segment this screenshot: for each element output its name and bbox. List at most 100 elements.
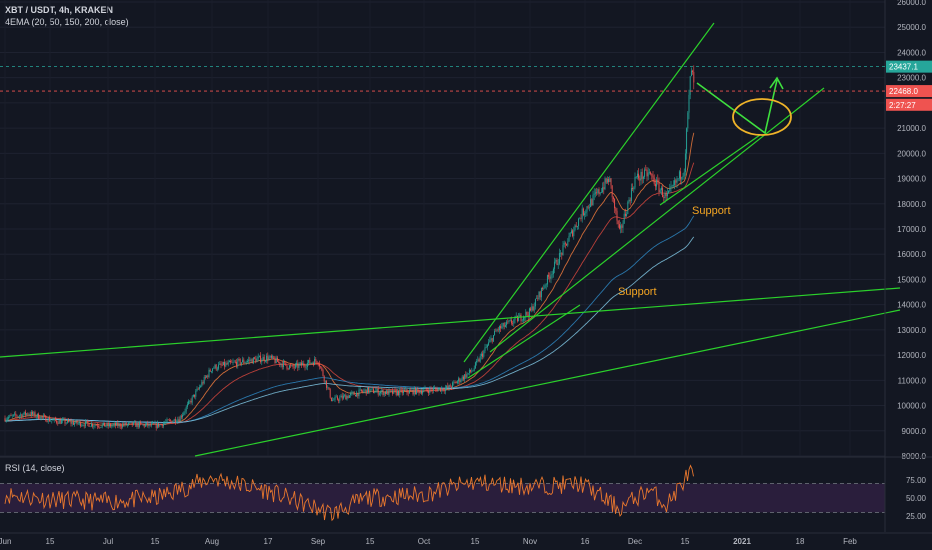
x-tick-label: 17: [264, 537, 273, 546]
candle-body: [155, 423, 157, 428]
candle-body: [300, 362, 302, 366]
candle-body: [585, 211, 587, 214]
candle-body: [209, 369, 211, 372]
candle-body: [17, 416, 19, 417]
candle-body: [98, 426, 100, 428]
support-label: Support: [692, 205, 731, 217]
candle-body: [218, 364, 220, 369]
candle-body: [114, 423, 116, 426]
rsi-line: [4, 464, 694, 522]
support-trendline: [489, 87, 825, 353]
candle-body: [310, 362, 312, 364]
candle-body: [450, 387, 452, 388]
candle-body: [545, 284, 547, 286]
candle-body: [527, 314, 529, 317]
x-tick-label: 18: [796, 537, 805, 546]
candle-body: [299, 362, 301, 365]
y-tick-label: 24000.0: [897, 48, 926, 57]
candle-body: [24, 411, 26, 415]
candle-body: [369, 389, 371, 393]
chart-symbol-title: XBT / USDT, 4h, KRAKEN: [5, 5, 114, 15]
candle-body: [617, 220, 619, 225]
rsi-panel: 75.00 50.00 25.00: [4, 464, 927, 522]
candle-body: [519, 314, 521, 317]
candle-body: [248, 359, 250, 361]
x-tick-label: Nov: [523, 537, 537, 546]
candle-body: [413, 388, 415, 395]
candle-body: [494, 330, 496, 336]
candle-body: [18, 415, 20, 417]
price-axis[interactable]: 8000.09000.010000.011000.012000.013000.0…: [0, 0, 932, 534]
candle-body: [492, 335, 494, 342]
x-tick-label: 15: [366, 537, 375, 546]
candle-body: [401, 389, 403, 394]
candle-body: [572, 230, 574, 237]
candle-body: [638, 173, 640, 179]
candle-body: [368, 387, 370, 393]
candle-body: [690, 70, 692, 77]
time-axis[interactable]: Jun 15 Jul 15 Aug 17 Sep 15 Oct 15 Nov 16 Dec 15 2021 1…: [0, 537, 857, 546]
candle-body: [528, 308, 530, 317]
candle-body: [428, 391, 430, 394]
candle-body: [177, 419, 179, 422]
candle-body: [377, 388, 379, 395]
candle-body: [360, 389, 362, 392]
candle-body: [185, 406, 187, 412]
candle-body: [280, 363, 282, 365]
candle-body: [129, 422, 131, 424]
candle-body: [48, 418, 50, 422]
candle-body: [618, 224, 620, 229]
candle-body: [99, 426, 101, 428]
candle-body: [180, 416, 182, 418]
candle-body: [549, 276, 551, 279]
y-tick-label: 16000.0: [897, 250, 926, 259]
candle-body: [510, 319, 512, 324]
candle-body: [266, 355, 268, 361]
candle-body: [676, 178, 678, 183]
candle-body: [418, 389, 420, 393]
candle-body: [471, 371, 473, 372]
candle-body: [47, 418, 49, 422]
candle-body: [612, 197, 614, 199]
candle-body: [107, 423, 109, 427]
candle-body: [598, 189, 600, 194]
candle-body: [627, 201, 629, 215]
candle-body: [684, 153, 686, 172]
candle-body: [390, 390, 392, 392]
candle-body: [555, 259, 557, 262]
y-tick-label: 25000.0: [897, 23, 926, 32]
candle-body: [323, 375, 325, 382]
candle-body: [60, 420, 62, 424]
candle-body: [276, 357, 278, 362]
candle-body: [352, 392, 354, 393]
candle-body: [507, 321, 509, 323]
candle-body: [525, 312, 527, 318]
candle-body: [59, 420, 61, 424]
candle-body: [11, 415, 13, 417]
candle-body: [370, 388, 372, 390]
candle-body: [317, 363, 319, 364]
candle-body: [257, 356, 259, 359]
candle-body: [482, 353, 484, 357]
candle-body: [46, 421, 48, 423]
candle-body: [256, 358, 258, 363]
candle-body: [78, 422, 80, 424]
candle-body: [197, 388, 199, 390]
candle-body: [182, 414, 184, 418]
candle-body: [306, 362, 308, 368]
candle-body: [122, 424, 124, 428]
candle-body: [322, 369, 324, 376]
y-tick-label: 12000.0: [897, 351, 926, 360]
candle-body: [142, 424, 144, 426]
candle-body: [149, 423, 151, 426]
x-tick-label: 2021: [733, 537, 751, 546]
candle-body: [341, 395, 343, 399]
candle-body: [216, 368, 218, 370]
candle-body: [28, 414, 30, 415]
candle-body: [485, 347, 487, 348]
candle-body: [118, 423, 120, 427]
candle-body: [161, 424, 163, 427]
candle-body: [206, 375, 208, 378]
candle-body: [176, 421, 178, 423]
